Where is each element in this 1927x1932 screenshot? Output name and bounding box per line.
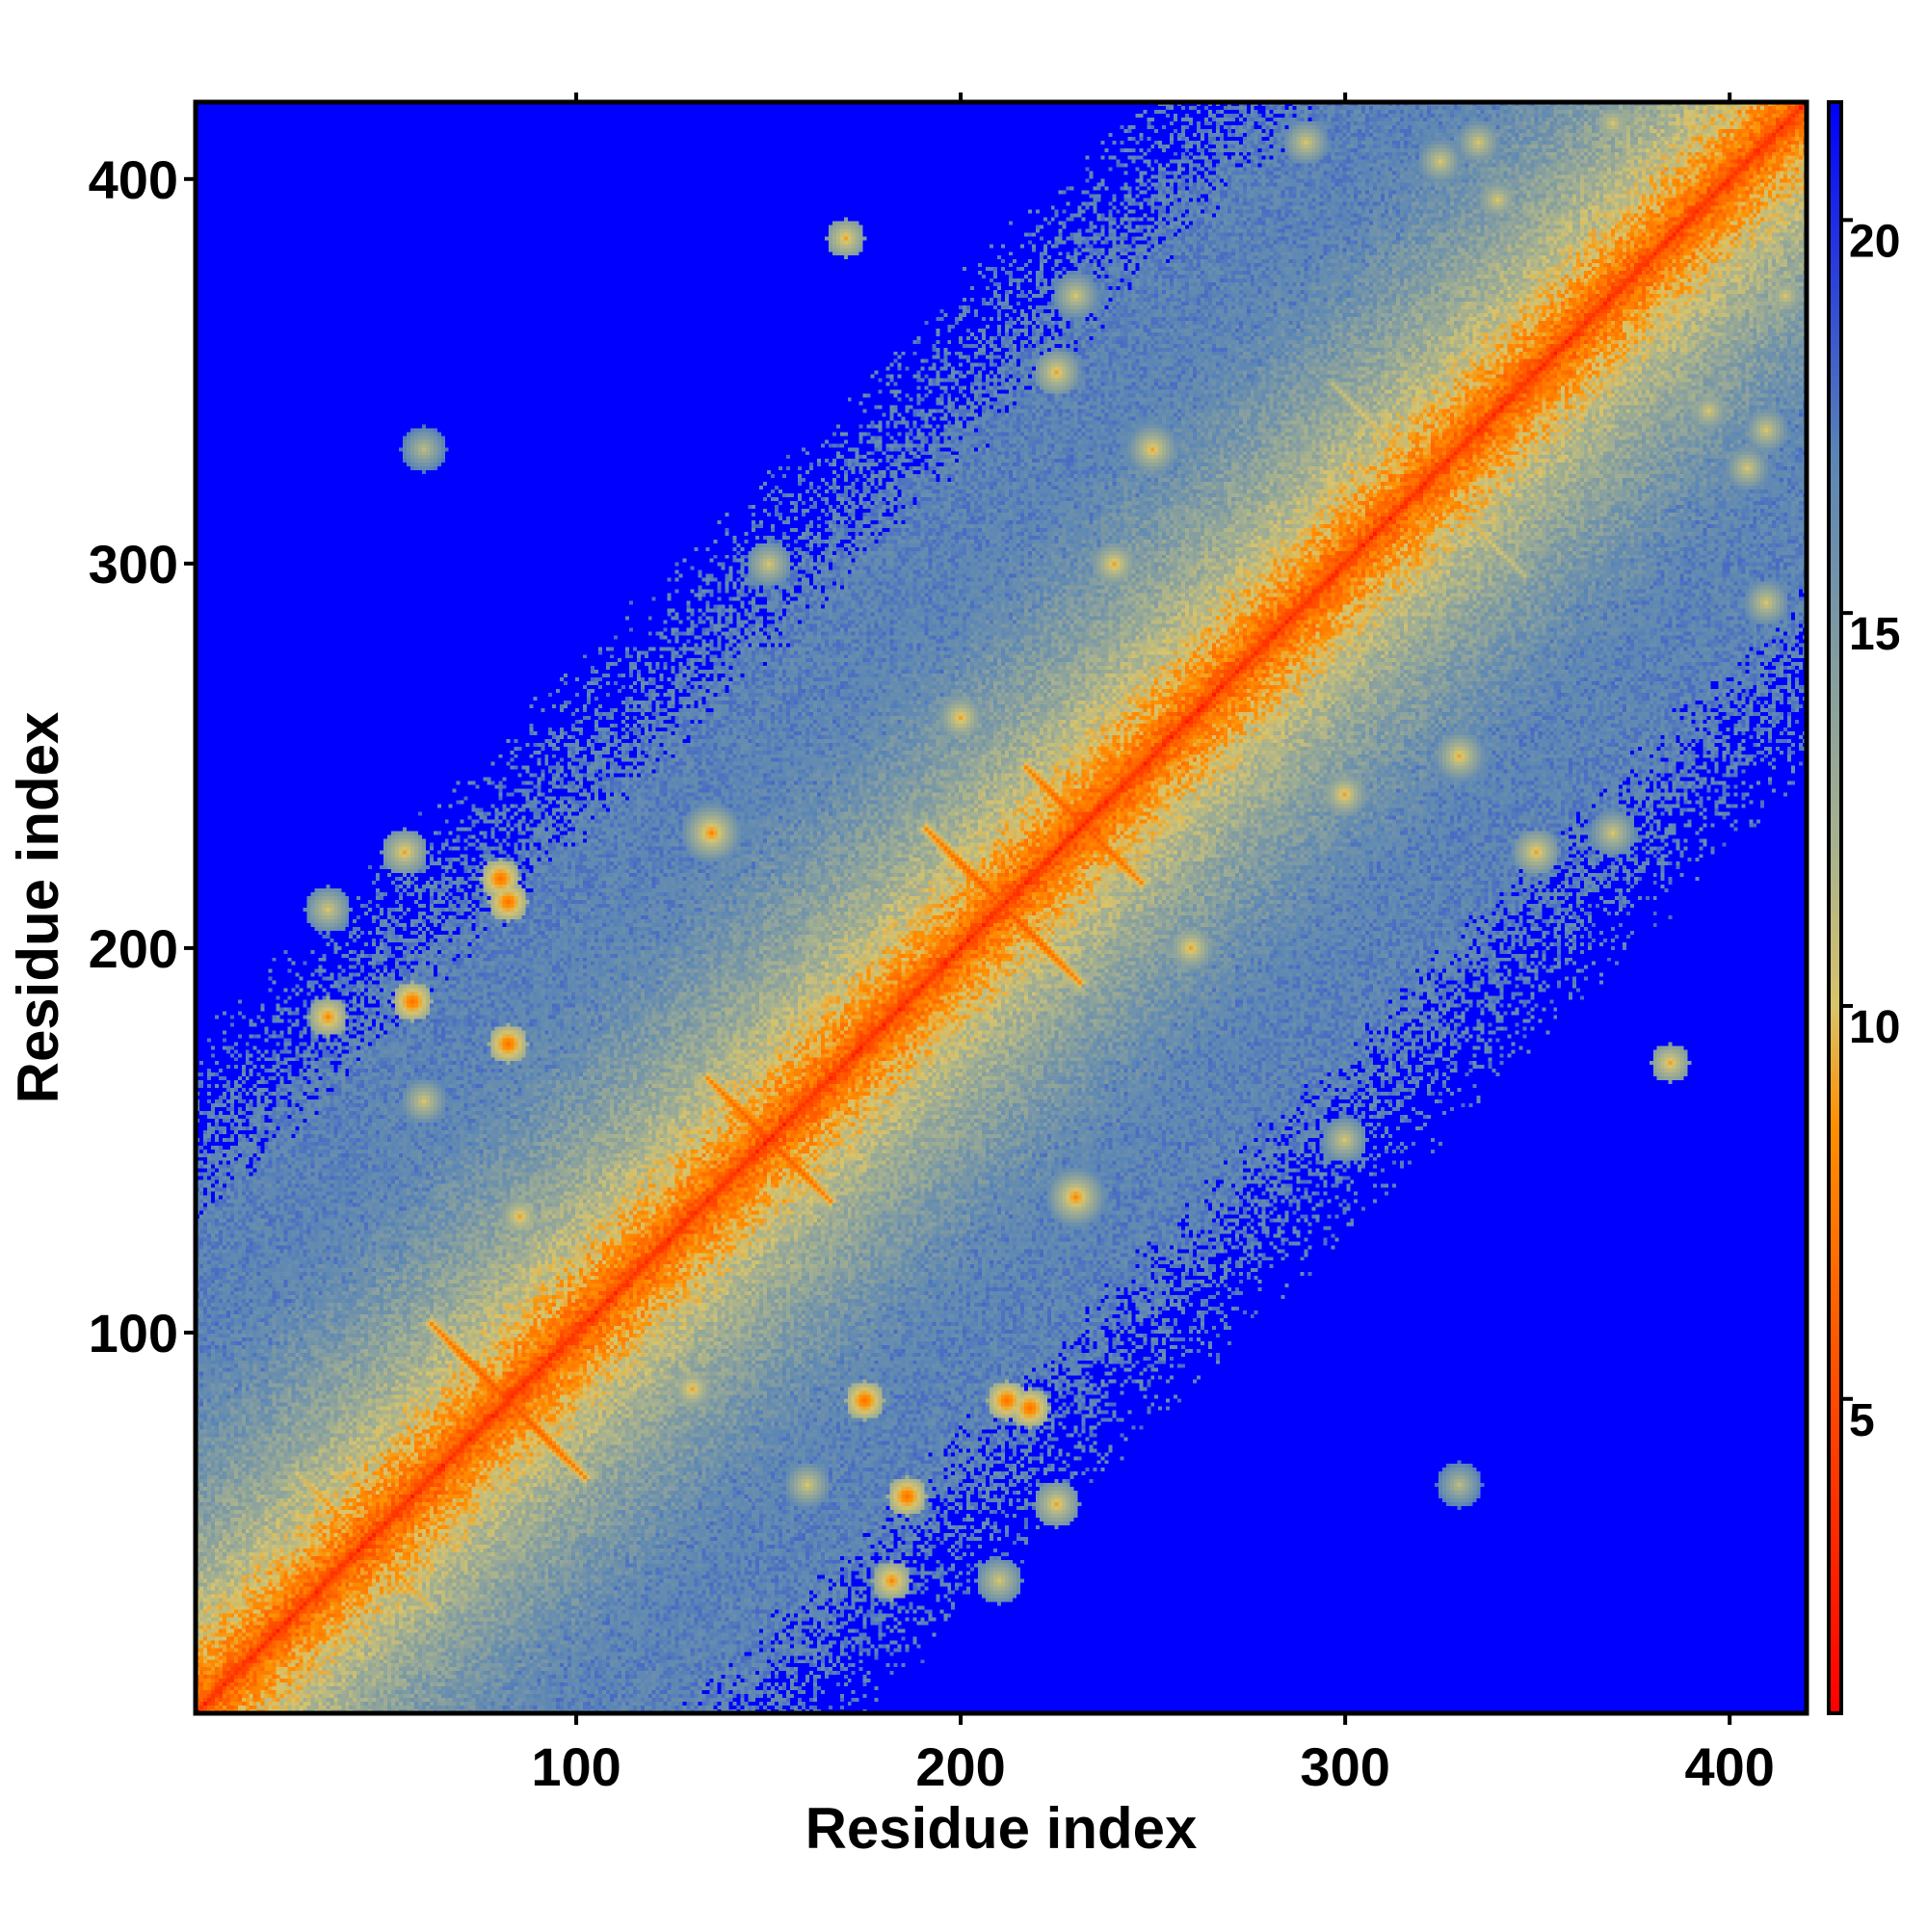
colorbar-frame	[1827, 100, 1843, 1715]
x-tick-label: 100	[531, 1736, 620, 1797]
y-axis-label: Residue index	[6, 712, 70, 1104]
x-axis-label: Residue index	[805, 1796, 1198, 1861]
y-tick-label: 200	[89, 918, 178, 979]
colorbar-ticks: 5 10 15 20	[1841, 216, 1900, 1446]
y-tick-label: 100	[89, 1303, 178, 1363]
colorbar-tick-label: 10	[1849, 1002, 1900, 1053]
y-tick-label: 400	[89, 149, 178, 210]
x-tick-label: 400	[1684, 1736, 1774, 1797]
x-tick-label: 200	[915, 1736, 1005, 1797]
y-axis-ticks: 100 200 300 400	[89, 149, 196, 1363]
y-tick-label: 300	[89, 534, 178, 595]
x-axis-ticks: 100 200 300 400	[531, 93, 1775, 1797]
colorbar-tick-label: 15	[1849, 609, 1900, 660]
plot-frame	[193, 99, 1809, 1716]
colorbar-gradient	[1829, 102, 1841, 1713]
colorbar-tick-label: 5	[1849, 1395, 1875, 1446]
colorbar-tick-label: 20	[1849, 216, 1900, 267]
x-tick-label: 300	[1300, 1736, 1389, 1797]
heatmap-raster	[196, 102, 1807, 1713]
